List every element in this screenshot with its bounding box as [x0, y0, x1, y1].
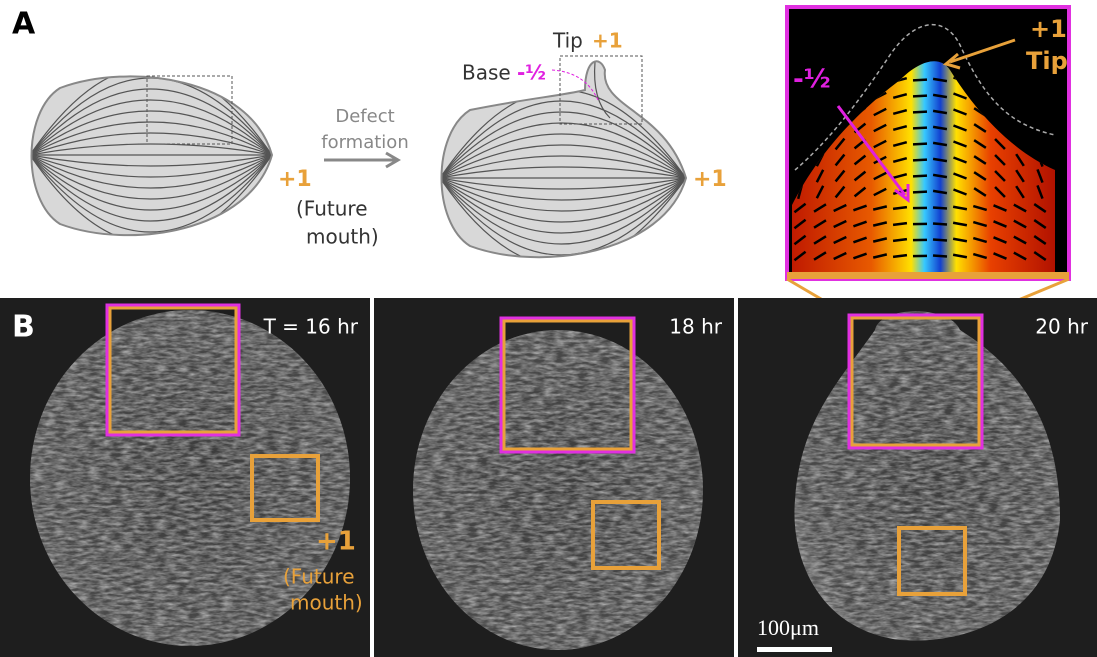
- director: [933, 223, 947, 224]
- panel-label: B: [12, 310, 35, 345]
- director: [913, 160, 927, 161]
- inset-bottom: [787, 272, 1069, 279]
- panel-label: A: [12, 7, 36, 42]
- inset-base-sign: -½: [793, 65, 831, 95]
- director: [913, 80, 927, 81]
- arrow-label: Defect: [335, 106, 394, 127]
- base-label: Base: [462, 61, 511, 85]
- time-label: T = 16 hr: [263, 315, 359, 339]
- base-sign: -½: [517, 61, 546, 85]
- director: [913, 112, 927, 113]
- arrow-label: formation: [321, 132, 408, 153]
- director: [913, 192, 927, 193]
- director: [913, 144, 927, 145]
- director: [933, 207, 947, 208]
- inset-tip-sign: +1: [1030, 15, 1067, 43]
- mouth-note: mouth): [290, 591, 363, 615]
- time-label: 20 hr: [1035, 315, 1088, 339]
- mouth-note: (Future: [296, 197, 368, 221]
- mouth-note: mouth): [306, 225, 379, 249]
- director: [933, 255, 947, 256]
- scale-label: 100μm: [757, 615, 819, 640]
- arrow: [324, 153, 398, 167]
- tip-sign: +1: [592, 29, 623, 53]
- director: [913, 176, 927, 177]
- director: [913, 128, 927, 129]
- mouth-sign: +1: [316, 527, 356, 557]
- scale-bar: [757, 647, 832, 652]
- director: [913, 96, 927, 97]
- director: [933, 239, 947, 240]
- mouth-sign: +1: [693, 167, 727, 192]
- mouth-note: (Future: [283, 565, 355, 589]
- figure: A +1 (Future mouth) Defect formation Tip…: [0, 0, 1097, 657]
- tip-label: Tip: [552, 29, 583, 53]
- time-label: 18 hr: [669, 315, 722, 339]
- inset-tip-label: Tip: [1026, 47, 1068, 75]
- mouth-sign: +1: [278, 167, 312, 192]
